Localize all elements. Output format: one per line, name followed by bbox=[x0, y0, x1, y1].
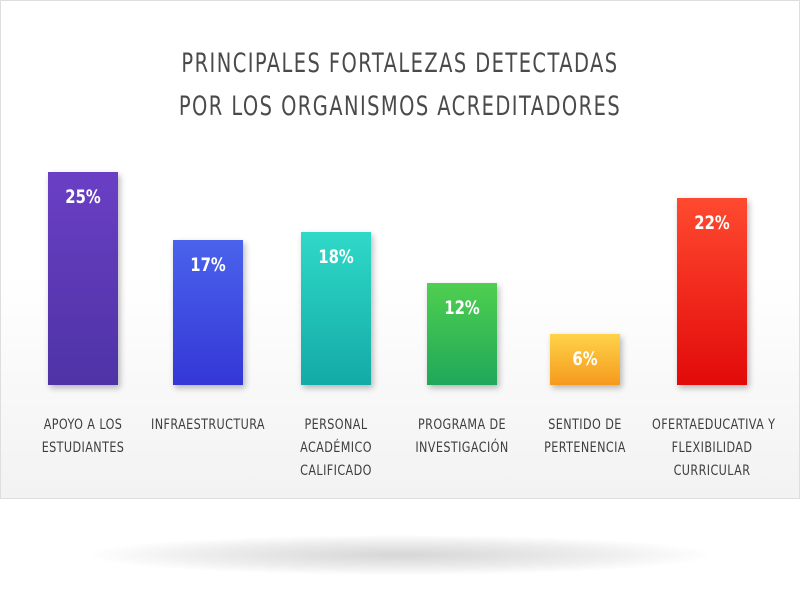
category-label-1: APOYO A LOS ESTUDIANTES bbox=[23, 414, 143, 460]
category-label-4: PROGRAMA DE INVESTIGACIÓN bbox=[402, 414, 522, 460]
category-label-line: OFERTAEDUCATIVA Y bbox=[652, 417, 776, 433]
chart-title-line-2: POR LOS ORGANISMOS ACREDITADORES bbox=[178, 91, 622, 122]
category-label-line: ESTUDIANTES bbox=[41, 440, 125, 456]
category-label-3: PERSONAL ACADÉMICO CALIFICADO bbox=[276, 414, 396, 483]
category-label-line: APOYO A LOS bbox=[43, 417, 123, 433]
category-label-line: FLEXIBILIDAD bbox=[671, 440, 753, 456]
bar-3 bbox=[301, 231, 371, 385]
value-label-3: 18% bbox=[318, 245, 354, 268]
chart-title-line-1: PRINCIPALES FORTALEZAS DETECTADAS bbox=[181, 48, 619, 79]
category-label-5: SENTIDO DE PERTENENCIA bbox=[525, 414, 645, 460]
category-label-2: INFRAESTRUCTURA bbox=[148, 414, 268, 437]
category-label-6: OFERTAEDUCATIVA Y FLEXIBILIDAD CURRICULAR bbox=[652, 414, 776, 483]
chart-card bbox=[0, 0, 800, 499]
bar-5 bbox=[550, 333, 620, 385]
card-shadow bbox=[90, 535, 710, 575]
bar-1 bbox=[48, 172, 118, 385]
bar-chart: 25% APOYO A LOS ESTUDIANTES 17% INFRAESTRUCT… bbox=[23, 172, 776, 483]
category-label-line: INVESTIGACIÓN bbox=[415, 440, 509, 456]
bar-4 bbox=[427, 282, 497, 385]
bar-2 bbox=[173, 240, 243, 385]
category-label-line: PERSONAL bbox=[304, 417, 368, 433]
value-label-1: 25% bbox=[65, 186, 101, 208]
category-label-line: PROGRAMA DE bbox=[417, 417, 506, 433]
value-label-6: 22% bbox=[694, 211, 730, 234]
value-label-5: 6% bbox=[572, 347, 598, 370]
category-label-line: INFRAESTRUCTURA bbox=[151, 417, 265, 433]
value-label-4: 12% bbox=[444, 296, 480, 319]
category-label-line: ACADÉMICO bbox=[300, 440, 372, 456]
category-label-line: CURRICULAR bbox=[673, 463, 751, 479]
bar-6 bbox=[677, 197, 747, 385]
category-label-line: PERTENENCIA bbox=[544, 440, 626, 456]
category-label-line: SENTIDO DE bbox=[548, 417, 622, 433]
category-label-line: CALIFICADO bbox=[300, 463, 372, 479]
chart-title: PRINCIPALES FORTALEZAS DETECTADAS POR LO… bbox=[112, 42, 688, 128]
value-label-2: 17% bbox=[190, 254, 226, 277]
